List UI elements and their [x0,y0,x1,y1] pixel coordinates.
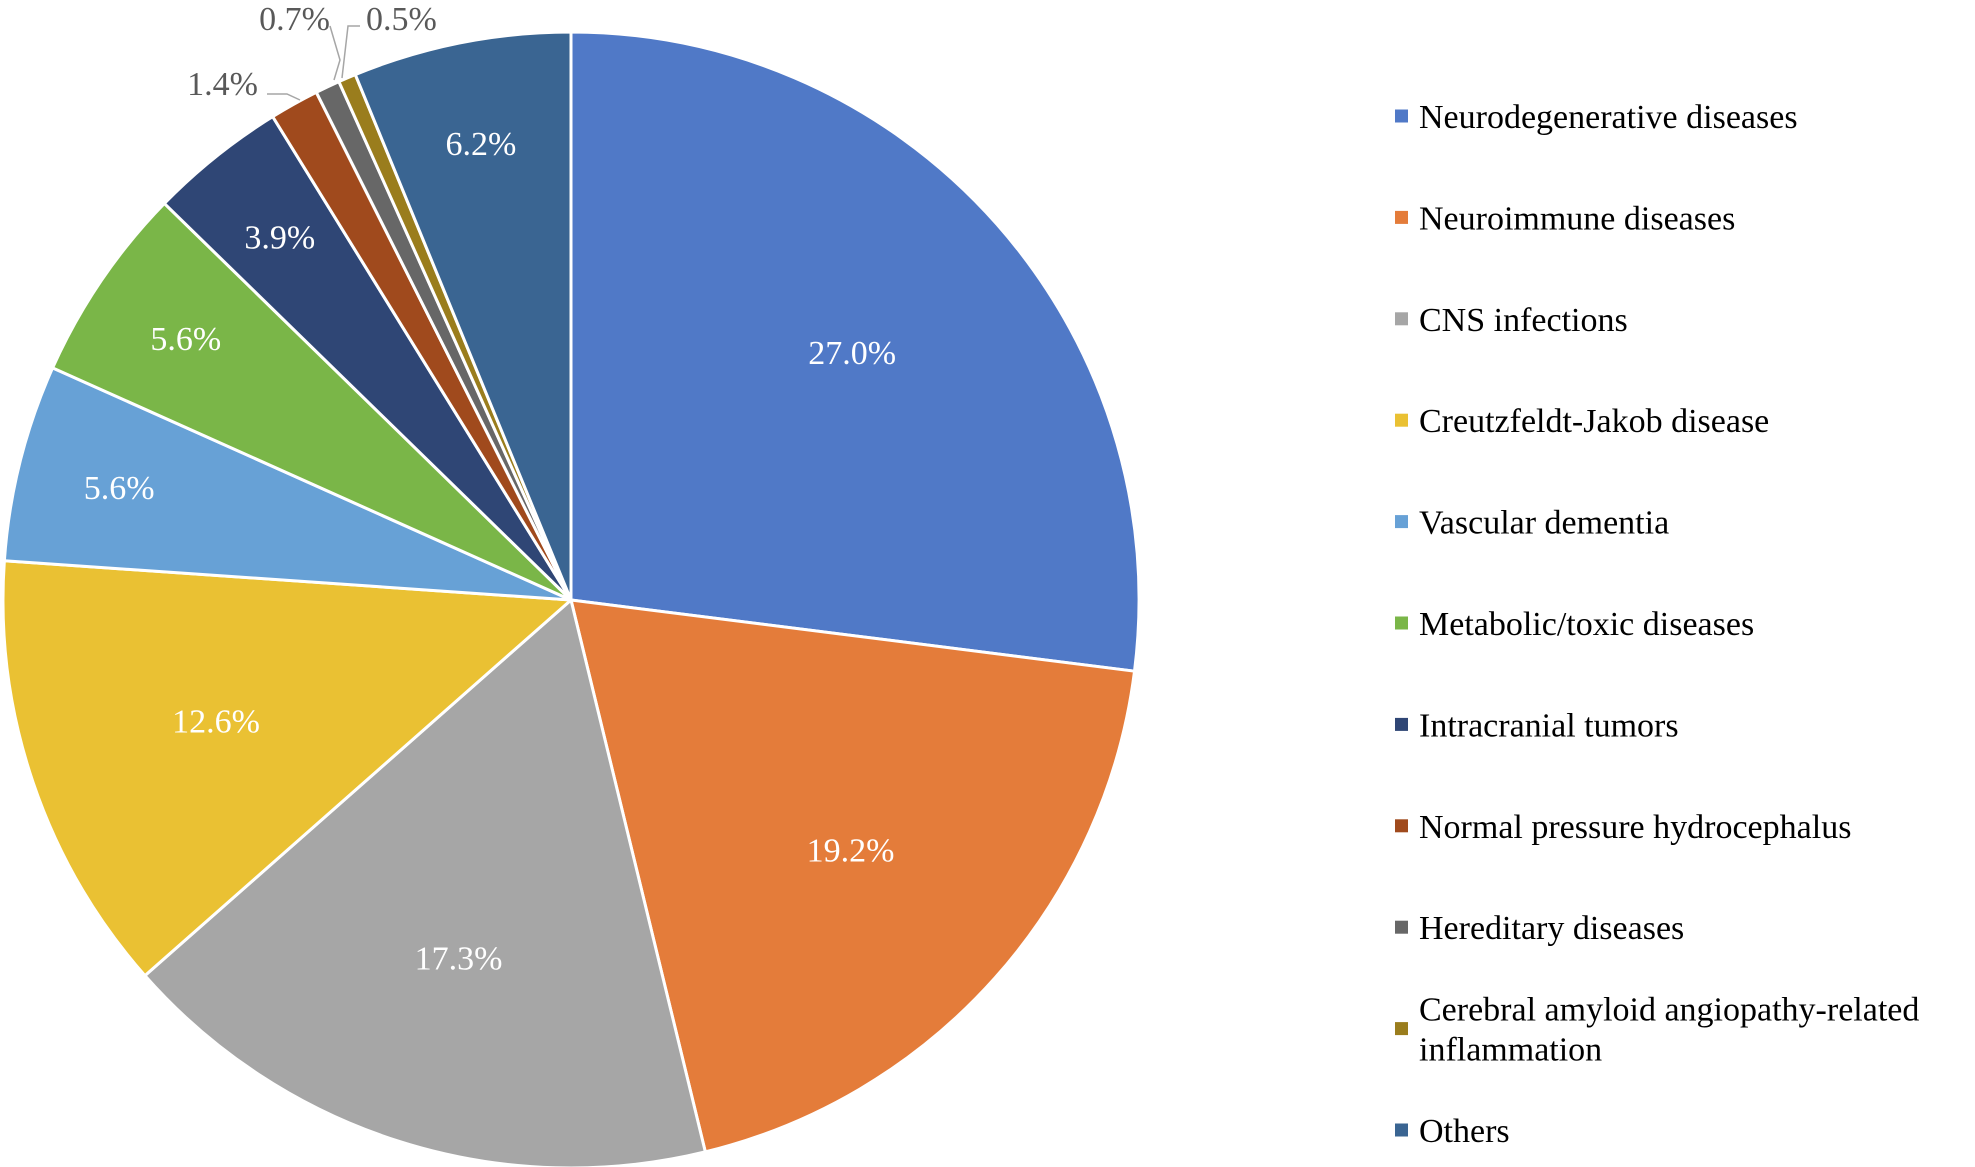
legend-item-vascular-dementia: Vascular dementia [1395,505,1669,542]
legend-swatch-others [1395,1123,1408,1137]
legend-label-cns-infections: CNS infections [1419,302,1628,339]
legend-label-cerebral-amyloid-angiopathy-related-inflammation-line-1: Cerebral amyloid angiopathy-related [1419,992,1919,1029]
data-label-normal-pressure-hydrocephalus: 1.4% [187,66,258,103]
legend-swatch-intracranial-tumors [1395,717,1408,731]
data-label-cns-infections: 17.3% [415,941,503,978]
legend-item-creutzfeldt-jakob-disease: Creutzfeldt-Jakob disease [1395,403,1769,440]
legend-item-neurodegenerative-diseases: Neurodegenerative diseases [1395,99,1798,136]
pie-slice-neurodegenerative-diseases [569,30,1141,673]
leader-line-cerebral-amyloid-angiopathy-related-inflammation [341,25,360,79]
data-label-metabolic-toxic-diseases: 5.6% [150,321,221,358]
data-label-neuroimmune-diseases: 19.2% [807,833,895,870]
legend-label-neurodegenerative-diseases: Neurodegenerative diseases [1419,99,1798,136]
pie-slice-vascular-dementia [2,366,573,602]
leader-line-hereditary-diseases [329,25,341,81]
legend-swatch-neurodegenerative-diseases [1395,109,1408,123]
legend-item-hereditary-diseases: Hereditary diseases [1395,910,1684,947]
legend-label-cerebral-amyloid-angiopathy-related-inflammation-line-2: inflammation [1419,1032,1602,1069]
legend-item-metabolic-toxic-diseases: Metabolic/toxic diseases [1395,606,1754,643]
pie-slice-creutzfeldt-jakob-disease [1,559,573,978]
legend-swatch-cerebral-amyloid-angiopathy-related-inflammation [1395,1022,1408,1036]
legend-swatch-cns-infections [1395,312,1408,326]
legend-label-creutzfeldt-jakob-disease: Creutzfeldt-Jakob disease [1419,403,1769,440]
legend-item-normal-pressure-hydrocephalus: Normal pressure hydrocephalus [1395,809,1851,846]
pie-data-labels: 27.0% 19.2% 17.3% 12.6% 5.6% 5.6% 3.9% 1.4%0.7%… [84,1,896,978]
legend-swatch-normal-pressure-hydrocephalus [1395,819,1408,833]
legend-label-normal-pressure-hydrocephalus: Normal pressure hydrocephalus [1419,809,1851,846]
legend-label-neuroimmune-diseases: Neuroimmune diseases [1419,200,1735,237]
pie-slice-neuroimmune-diseases [569,598,1137,1154]
leader-line-normal-pressure-hydrocephalus [267,93,301,101]
data-label-others: 6.2% [445,126,516,163]
legend-item-cerebral-amyloid-angiopathy-related-inflammation: Cerebral amyloid angiopathy-relatedinfla… [1395,992,1919,1069]
legend-label-intracranial-tumors: Intracranial tumors [1419,707,1679,744]
legend-swatch-creutzfeldt-jakob-disease [1395,413,1408,427]
legend-label-metabolic-toxic-diseases: Metabolic/toxic diseases [1419,606,1754,643]
legend-item-intracranial-tumors: Intracranial tumors [1395,707,1679,744]
legend-label-others: Others [1419,1113,1510,1150]
data-label-vascular-dementia: 5.6% [84,470,155,507]
legend-item-others: Others [1395,1113,1510,1150]
legend-item-neuroimmune-diseases: Neuroimmune diseases [1395,200,1735,237]
legend: Neurodegenerative diseases Neuroimmune di… [1395,99,1919,1150]
legend-item-cns-infections: CNS infections [1395,302,1628,339]
data-label-cerebral-amyloid-angiopathy-related-inflammation: 0.5% [366,1,437,38]
data-label-creutzfeldt-jakob-disease: 12.6% [172,703,260,740]
pie-slices [1,30,1141,1167]
data-label-neurodegenerative-diseases: 27.0% [808,335,896,372]
legend-swatch-neuroimmune-diseases [1395,210,1408,224]
legend-swatch-metabolic-toxic-diseases [1395,616,1408,630]
legend-label-vascular-dementia: Vascular dementia [1419,505,1669,542]
pie-slice-metabolic-toxic-diseases [51,201,573,602]
data-label-hereditary-diseases: 0.7% [259,1,330,38]
pie-slice-cns-infections [143,598,707,1167]
legend-swatch-hereditary-diseases [1395,920,1408,934]
legend-swatch-vascular-dementia [1395,515,1408,529]
pie-slice-others [353,30,573,602]
legend-label-hereditary-diseases: Hereditary diseases [1419,910,1684,947]
data-label-intracranial-tumors: 3.9% [244,220,315,257]
